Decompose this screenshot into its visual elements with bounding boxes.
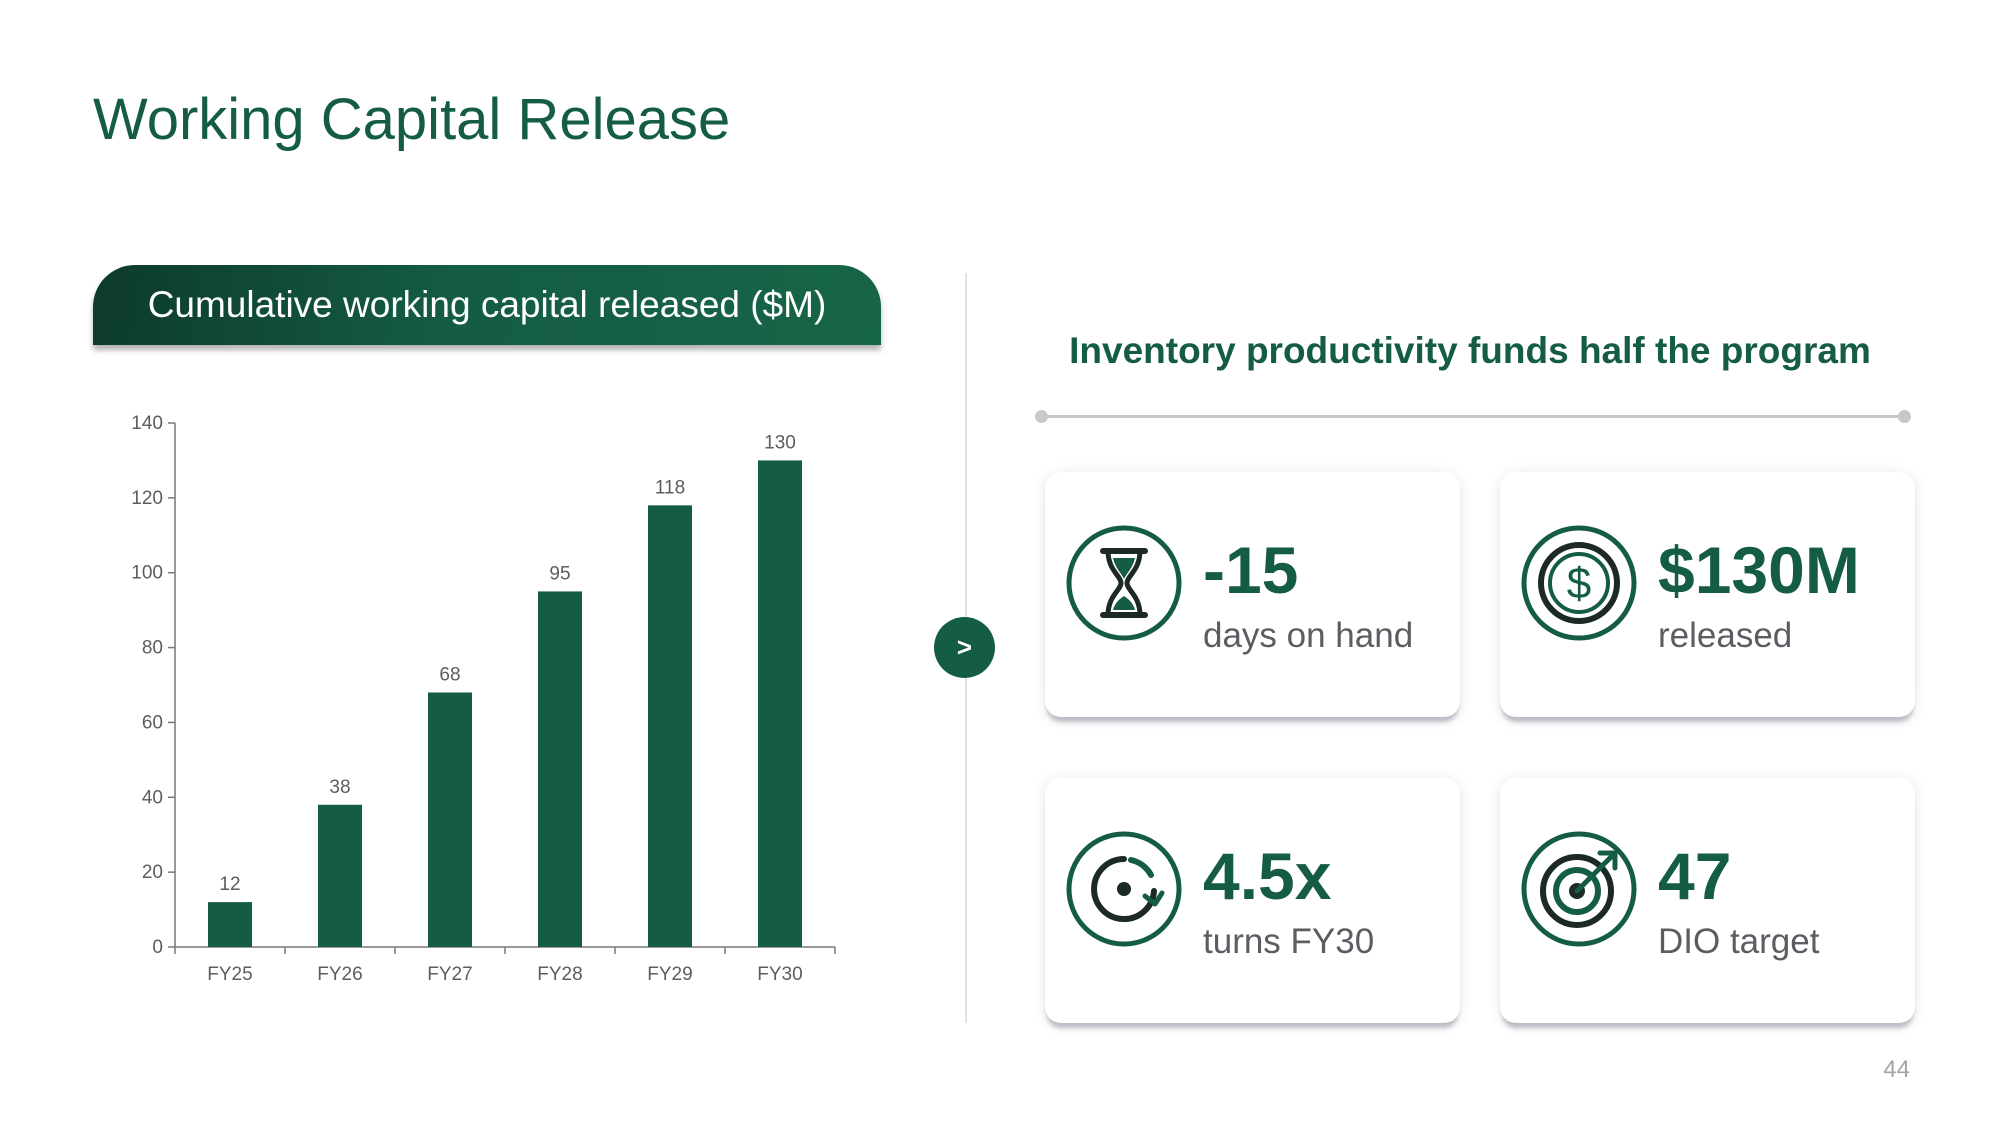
rule-dot-right	[1898, 410, 1911, 423]
chart-header-label: Cumulative working capital released ($M)	[147, 284, 827, 325]
bar-data-label: 130	[764, 432, 796, 453]
kpi-label: released	[1658, 616, 1793, 655]
kpi-label: days on hand	[1203, 616, 1414, 655]
x-tick-label: FY26	[317, 964, 362, 985]
cycle-arrow-icon	[1065, 830, 1183, 948]
page-number: 44	[1883, 1056, 1910, 1083]
y-tick-label: 0	[152, 937, 163, 958]
kpi-card-days-on-hand: -15 days on hand	[1045, 472, 1460, 717]
y-tick-label: 120	[131, 488, 163, 509]
bar-data-label: 118	[655, 477, 685, 498]
kpi-value: $130M	[1658, 533, 1860, 607]
heading-rule	[1035, 410, 1911, 423]
x-tick-label: FY28	[537, 964, 582, 985]
x-tick-label: FY30	[757, 964, 802, 985]
bar-data-label: 38	[329, 777, 350, 798]
y-tick-label: 40	[142, 787, 163, 808]
target-icon	[1520, 830, 1638, 948]
bar	[428, 692, 472, 947]
bar-chart: 0 20 40 60 80 100 120 140 12 FY25 38 FY26 68 FY27 95 FY…	[131, 413, 836, 985]
x-tick-label: FY25	[207, 964, 252, 985]
y-tick-label: 140	[131, 413, 163, 434]
y-tick-label: 80	[142, 638, 163, 659]
y-tick-label: 100	[131, 563, 163, 584]
y-tick-label: 60	[142, 712, 163, 733]
summary-heading: Inventory productivity funds half the pr…	[1069, 330, 1871, 371]
bar-data-label: 12	[219, 874, 240, 895]
bar-data-label: 68	[439, 664, 460, 685]
arrow-label: >	[956, 632, 973, 662]
bar	[648, 505, 692, 947]
kpi-card-released: $ $130M released	[1500, 472, 1915, 717]
kpi-label: turns FY30	[1203, 922, 1375, 961]
rule-dot-left	[1035, 410, 1048, 423]
bar	[208, 902, 252, 947]
kpi-card-dio-target: 47 DIO target	[1500, 778, 1915, 1023]
kpi-card-turns: 4.5x turns FY30	[1045, 778, 1460, 1023]
svg-text:$: $	[1567, 559, 1591, 608]
kpi-value: 47	[1658, 839, 1732, 913]
next-arrow-button[interactable]: >	[934, 617, 995, 678]
page-title: Working Capital Release	[93, 87, 731, 152]
bar-data-label: 95	[549, 563, 570, 584]
chart-header: Cumulative working capital released ($M)	[93, 265, 881, 345]
x-tick-label: FY27	[427, 964, 472, 985]
x-tick-label: FY29	[647, 964, 692, 985]
y-tick-label: 20	[142, 862, 163, 883]
kpi-value: -15	[1203, 533, 1299, 607]
hourglass-icon	[1065, 524, 1183, 642]
bar	[318, 804, 362, 947]
bar	[538, 591, 582, 947]
dollar-coin-icon: $	[1520, 524, 1638, 642]
kpi-label: DIO target	[1658, 922, 1820, 961]
bar	[758, 460, 802, 947]
kpi-value: 4.5x	[1203, 839, 1332, 913]
